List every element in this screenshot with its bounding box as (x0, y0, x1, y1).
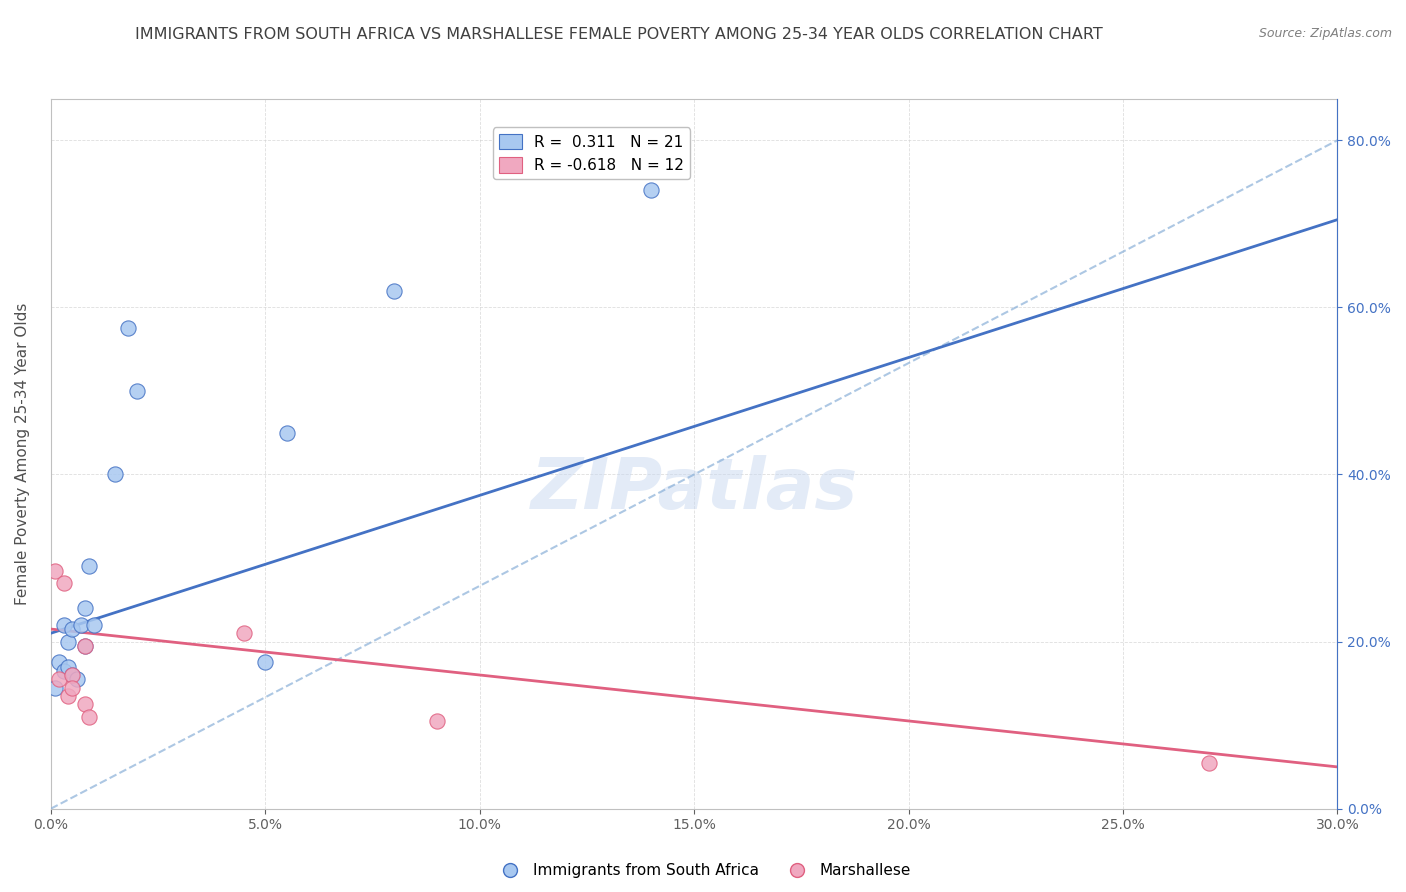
Text: Source: ZipAtlas.com: Source: ZipAtlas.com (1258, 27, 1392, 40)
Point (117, 321, 139, 335)
Text: IMMIGRANTS FROM SOUTH AFRICA VS MARSHALLESE FEMALE POVERTY AMONG 25-34 YEAR OLDS: IMMIGRANTS FROM SOUTH AFRICA VS MARSHALL… (135, 27, 1102, 42)
Point (56, 659, 79, 673)
Point (254, 656, 277, 670)
Legend: Immigrants from South Africa, Marshallese: Immigrants from South Africa, Marshalles… (488, 857, 918, 884)
Point (75, 639, 97, 653)
Point (79, 559, 101, 574)
Point (52, 618, 75, 632)
Point (44, 681, 66, 695)
Point (44, 564, 66, 578)
Point (48, 672, 70, 686)
Text: ZIPatlas: ZIPatlas (530, 455, 858, 524)
Point (79, 710, 101, 724)
Y-axis label: Female Poverty Among 25-34 Year Olds: Female Poverty Among 25-34 Year Olds (15, 302, 30, 605)
Point (426, 714, 449, 728)
Point (60, 668, 83, 682)
Point (52, 576, 75, 591)
Point (56, 634, 79, 648)
Point (75, 698, 97, 712)
Point (640, 183, 662, 197)
Point (60, 681, 83, 695)
Point (75, 639, 97, 653)
Point (104, 467, 127, 482)
Point (60, 668, 83, 682)
Point (1198, 756, 1220, 770)
Point (276, 425, 298, 440)
Point (83, 618, 105, 632)
Point (125, 384, 148, 398)
Point (52, 664, 75, 678)
Point (75, 601, 97, 615)
Legend: R =  0.311   N = 21, R = -0.618   N = 12: R = 0.311 N = 21, R = -0.618 N = 12 (492, 128, 690, 179)
Point (60, 622, 83, 636)
Point (382, 284, 405, 298)
Point (56, 689, 79, 703)
Point (48, 656, 70, 670)
Point (232, 626, 254, 640)
Point (70, 618, 93, 632)
Point (65, 672, 87, 686)
